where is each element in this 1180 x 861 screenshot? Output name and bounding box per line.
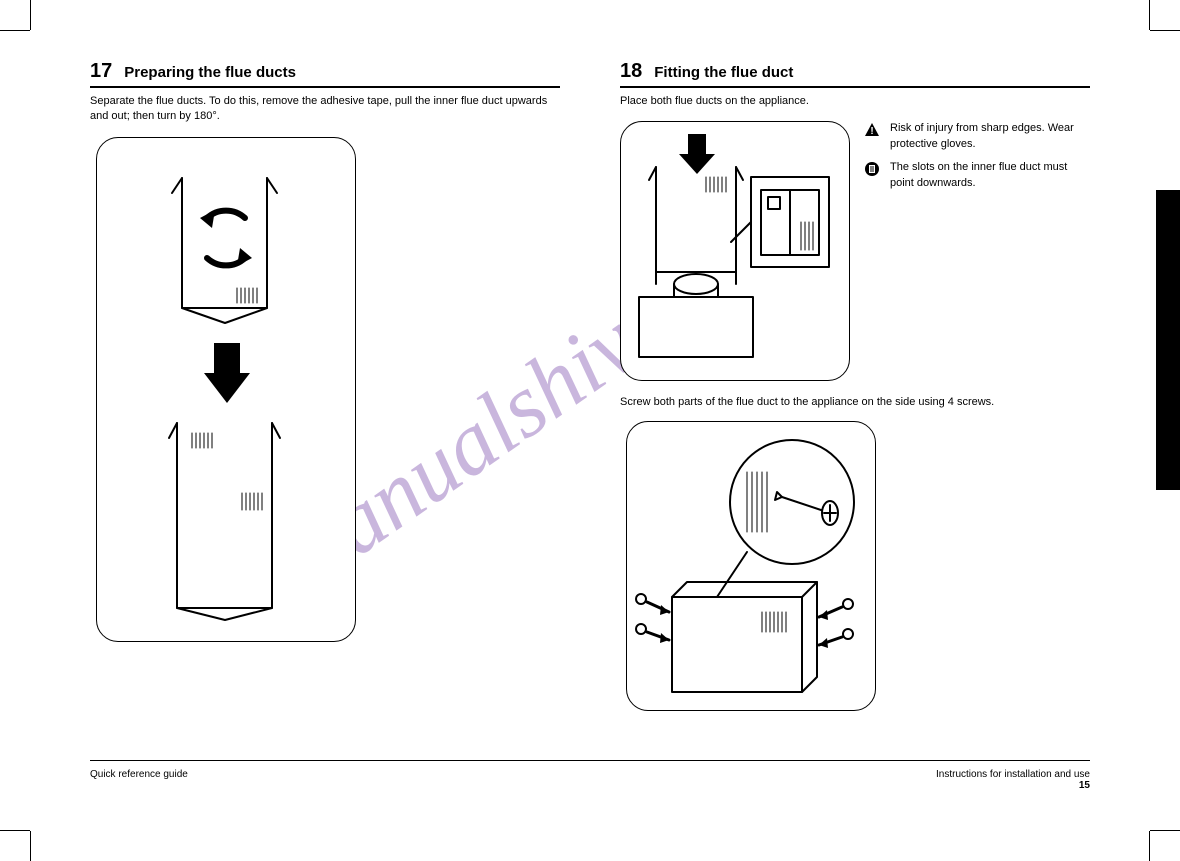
svg-text:!: ! xyxy=(870,126,873,137)
step-header: 18 Fitting the flue duct xyxy=(620,60,1090,88)
step-number: 17 xyxy=(90,60,112,83)
note-icon xyxy=(864,160,882,177)
step-number: 18 xyxy=(620,60,642,83)
note-text: The slots on the inner flue duct must po… xyxy=(890,160,1090,191)
footer-left: Quick reference guide xyxy=(90,769,188,791)
warning-icon: ! xyxy=(864,121,882,138)
footer-page-num: 15 xyxy=(936,780,1090,791)
figure-flue-separate xyxy=(96,137,356,642)
step-body: Separate the flue ducts. To do this, rem… xyxy=(90,94,560,125)
page-footer: Quick reference guide Instructions for i… xyxy=(90,760,1090,791)
thumb-tab xyxy=(1156,190,1180,490)
step-title: Fitting the flue duct xyxy=(654,64,793,81)
figure-screw-duct xyxy=(626,421,876,711)
right-column: 18 Fitting the flue duct Place both flue… xyxy=(620,60,1090,750)
step-title: Preparing the flue ducts xyxy=(124,64,296,81)
screw-instruction: Screw both parts of the flue duct to the… xyxy=(620,395,1090,410)
step-header: 17 Preparing the flue ducts xyxy=(90,60,560,88)
footer-right-1: Instructions for installation and use xyxy=(936,769,1090,780)
warning-text: Risk of injury from sharp edges. Wear pr… xyxy=(890,121,1090,152)
left-column: 17 Preparing the flue ducts Separate the… xyxy=(90,60,560,750)
page-content: 17 Preparing the flue ducts Separate the… xyxy=(90,60,1090,791)
step-body: Place both flue ducts on the appliance. xyxy=(620,94,1090,109)
figure-place-duct xyxy=(620,121,850,381)
